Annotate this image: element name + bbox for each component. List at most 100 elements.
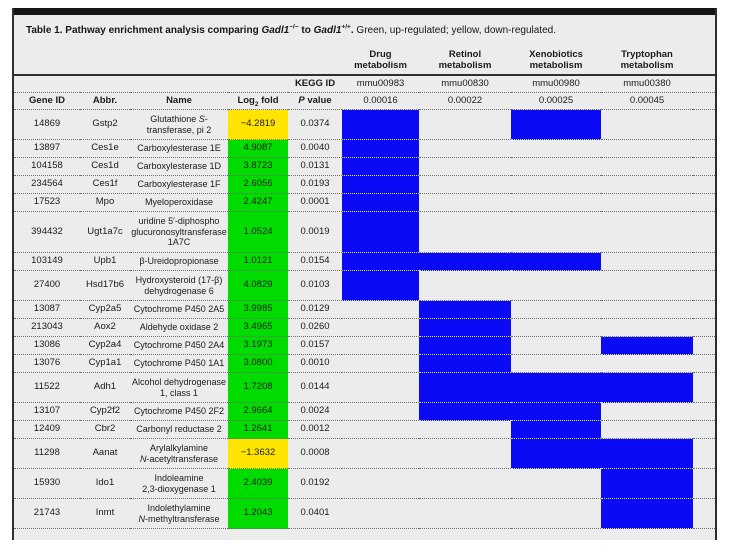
name-cell: Myeloperoxidase: [130, 193, 228, 212]
name-cell: Indoleamine 2,3-dioxygenase 1: [130, 468, 228, 499]
pathway-cell-xenobiotics: [511, 318, 601, 337]
pathway-cell-drug: [342, 438, 419, 469]
pathway-cell-drug: [342, 157, 419, 176]
gene-id-cell: 103149: [14, 252, 80, 271]
log2-fold-cell: 3.0800: [228, 354, 288, 373]
abbr-cell: Mpo: [80, 193, 130, 212]
pathway-cell-tryptophan: [601, 438, 693, 469]
pathway-cell-retinol: [419, 300, 511, 319]
pathway-cell-xenobiotics: [511, 498, 601, 529]
table-card: Table 1. Pathway enrichment analysis com…: [12, 8, 717, 540]
empty-header-cell: [80, 45, 130, 76]
abbr-cell: Cyp1a1: [80, 354, 130, 373]
abbr-cell: Ugt1a7c: [80, 211, 130, 253]
p-value-cell: 0.0103: [288, 270, 342, 301]
gene-id-cell: 13076: [14, 354, 80, 373]
name-header: Name: [130, 92, 228, 110]
filler-cell: [693, 157, 715, 176]
filler-cell: [693, 193, 715, 212]
pathway-cell-tryptophan: [601, 336, 693, 355]
table-caption: Table 1. Pathway enrichment analysis com…: [26, 23, 556, 36]
gene-id-cell: 14869: [14, 109, 80, 140]
p-value-cell: 0.0001: [288, 193, 342, 212]
p-value-cell: 0.0157: [288, 336, 342, 355]
abbr-cell: Adh1: [80, 372, 130, 403]
pathway-cell-xenobiotics: [511, 468, 601, 499]
pathway-pvalue-3: 0.00025: [511, 92, 601, 110]
log2-fold-cell: 4.9087: [228, 139, 288, 158]
empty-cell: [130, 75, 228, 93]
pathway-header-row: Drug metabolism Retinol metabolism Xenobioti…: [14, 45, 715, 76]
pathway-cell-tryptophan: [601, 211, 693, 253]
name-cell: Aldehyde oxidase 2: [130, 318, 228, 337]
p-value-cell: 0.0012: [288, 420, 342, 439]
name-cell: Arylalkylamine N-acetyltransferase: [130, 438, 228, 469]
pathway-cell-drug: [342, 175, 419, 194]
abbr-cell: Upb1: [80, 252, 130, 271]
kegg-id-3: mmu00980: [511, 75, 601, 93]
gene-row: 14869 Gstp2 Glutathione S-transferase, pi …: [14, 109, 715, 140]
filler-cell: [693, 92, 715, 110]
pathway-pvalue-2: 0.00022: [419, 92, 511, 110]
pathway-cell-retinol: [419, 498, 511, 529]
p-value-cell: 0.0192: [288, 468, 342, 499]
filler-cell: [693, 420, 715, 439]
pathway-cell-retinol: [419, 372, 511, 403]
column-header-row: Gene ID Abbr. Name Log2 fold P value 0.00016 0…: [14, 92, 715, 110]
gene-row: 11522 Adh1 Alcohol dehydrogenase 1, class 1…: [14, 372, 715, 403]
pathway-cell-xenobiotics: [511, 336, 601, 355]
pathway-cell-tryptophan: [601, 354, 693, 373]
kegg-id-4: mmu00380: [601, 75, 693, 93]
p-value-cell: 0.0024: [288, 402, 342, 421]
pathway-cell-retinol: [419, 211, 511, 253]
p-value-cell: 0.0401: [288, 498, 342, 529]
p-value-cell: 0.0040: [288, 139, 342, 158]
pathway-cell-drug: [342, 498, 419, 529]
gene-id-cell: 394432: [14, 211, 80, 253]
pathway-cell-retinol: [419, 157, 511, 176]
pathway-cell-drug: [342, 300, 419, 319]
p-value-cell: 0.0131: [288, 157, 342, 176]
pathway-cell-drug: [342, 193, 419, 212]
log2-fold-cell: 3.8723: [228, 157, 288, 176]
pathway-cell-drug: [342, 318, 419, 337]
abbr-cell: Cyp2a5: [80, 300, 130, 319]
pathway-cell-tryptophan: [601, 252, 693, 271]
pathway-cell-drug: [342, 109, 419, 140]
p-value-cell: 0.0193: [288, 175, 342, 194]
pathway-cell-xenobiotics: [511, 252, 601, 271]
pathway-name-header-3: Xenobiotics metabolism: [511, 45, 601, 76]
name-cell: uridine 5′-diphospho glucuronosyltransfer…: [130, 211, 228, 253]
log2-fold-cell: 2.6056: [228, 175, 288, 194]
p-value-cell: 0.0008: [288, 438, 342, 469]
pathway-cell-xenobiotics: [511, 270, 601, 301]
gene-row: 103149 Upb1 β-Ureidopropionase 1.0121 0.0154: [14, 252, 715, 271]
pathway-cell-tryptophan: [601, 175, 693, 194]
log2-fold-cell: 1.0524: [228, 211, 288, 253]
pathway-cell-xenobiotics: [511, 175, 601, 194]
abbr-cell: Aanat: [80, 438, 130, 469]
log2-fold-cell: 1.2043: [228, 498, 288, 529]
pathway-cell-tryptophan: [601, 420, 693, 439]
log2-fold-cell: −1.3632: [228, 438, 288, 469]
gene-row: 234564 Ces1f Carboxylesterase 1F 2.6056 0.01…: [14, 175, 715, 194]
abbr-cell: Ces1e: [80, 139, 130, 158]
pathway-pvalue-4: 0.00045: [601, 92, 693, 110]
gene-id-cell: 21743: [14, 498, 80, 529]
pathway-cell-drug: [342, 270, 419, 301]
filler-cell: [693, 45, 715, 76]
filler-cell: [693, 336, 715, 355]
pathway-cell-retinol: [419, 438, 511, 469]
filler-cell: [693, 354, 715, 373]
table-top-rule: [14, 8, 715, 15]
name-cell: Carboxylesterase 1D: [130, 157, 228, 176]
gene-id-header: Gene ID: [14, 92, 80, 110]
abbr-header: Abbr.: [80, 92, 130, 110]
pathway-cell-xenobiotics: [511, 372, 601, 403]
abbr-cell: Ces1d: [80, 157, 130, 176]
gene-id-cell: 13087: [14, 300, 80, 319]
empty-cell: [14, 75, 80, 93]
filler-cell: [693, 175, 715, 194]
abbr-cell: Aox2: [80, 318, 130, 337]
abbr-cell: Ces1f: [80, 175, 130, 194]
